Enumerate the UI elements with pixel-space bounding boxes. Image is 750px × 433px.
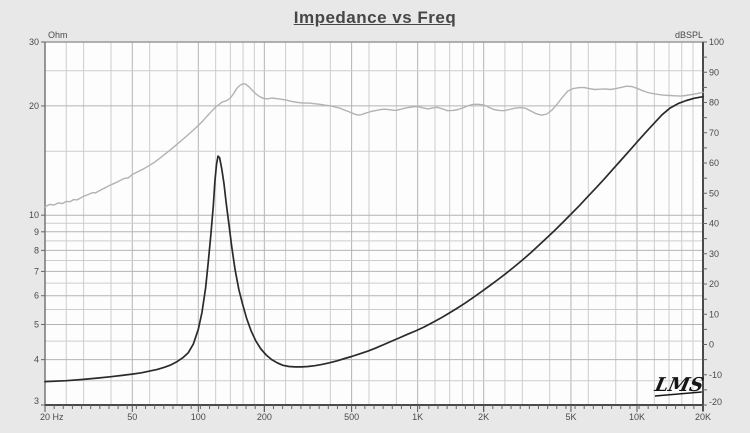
x-axis-tick-label: 100 [191,412,206,422]
left-axis-tick-label: 5 [34,319,39,329]
x-axis-tick-label: 1K [412,412,423,422]
right-axis-tick-label: 40 [709,219,719,229]
right-axis-unit: dBSPL [675,30,703,40]
left-axis-tick-label: 4 [34,355,39,365]
left-axis-tick-label: 10 [29,210,39,220]
right-axis-tick-label: 20 [709,279,719,289]
x-axis-tick-label: 20K [695,412,711,422]
x-axis-tick-label: 5K [565,412,576,422]
right-axis-tick-label: -10 [709,370,722,380]
x-axis-labels: 20 Hz 50 100 200 500 1K 2K 5K 10K 20K [40,412,711,422]
left-axis: 30 20 10 9 8 7 6 5 4 3 Ohm [29,30,68,406]
right-axis-tick-label: 30 [709,249,719,259]
impedance-curve [44,95,704,383]
left-axis-tick-label: 8 [34,245,39,255]
right-axis-tick-label: 60 [709,158,719,168]
lms-logo-text: LMS [652,373,706,396]
lms-logo-underline [654,391,702,397]
left-axis-unit: Ohm [48,30,68,40]
left-axis-tick-label: 7 [34,266,39,276]
left-axis-tick-label: 6 [34,291,39,301]
left-axis-tick-label: 9 [34,227,39,237]
left-axis-tick-label: 3 [34,396,39,406]
grid [44,41,704,406]
right-axis-tick-label: 50 [709,188,719,198]
x-axis-ticks [44,405,704,412]
right-axis-tick-label: 70 [709,128,719,138]
right-axis-tick-label: 0 [709,340,714,350]
right-axis-tick-label: 100 [709,37,724,47]
left-axis-tick-label: 30 [29,37,39,47]
right-axis-tick-label: 90 [709,67,719,77]
left-axis-tick-label: 20 [29,101,39,111]
right-axis-tick-label: 10 [709,309,719,319]
right-axis-tick-label: -20 [709,397,722,407]
x-axis-tick-label: 20 Hz [40,412,64,422]
chart-title: Impedance vs Freq [293,8,457,27]
right-axis-tick-label: 80 [709,98,719,108]
x-axis-tick-label: 10K [629,412,645,422]
x-axis-tick-label: 2K [478,412,489,422]
lms-logo: LMS [652,373,706,397]
x-axis-tick-label: 200 [257,412,272,422]
spl-response-curve [44,82,704,208]
x-axis-tick-label: 500 [344,412,359,422]
x-axis-tick-label: 50 [127,412,137,422]
